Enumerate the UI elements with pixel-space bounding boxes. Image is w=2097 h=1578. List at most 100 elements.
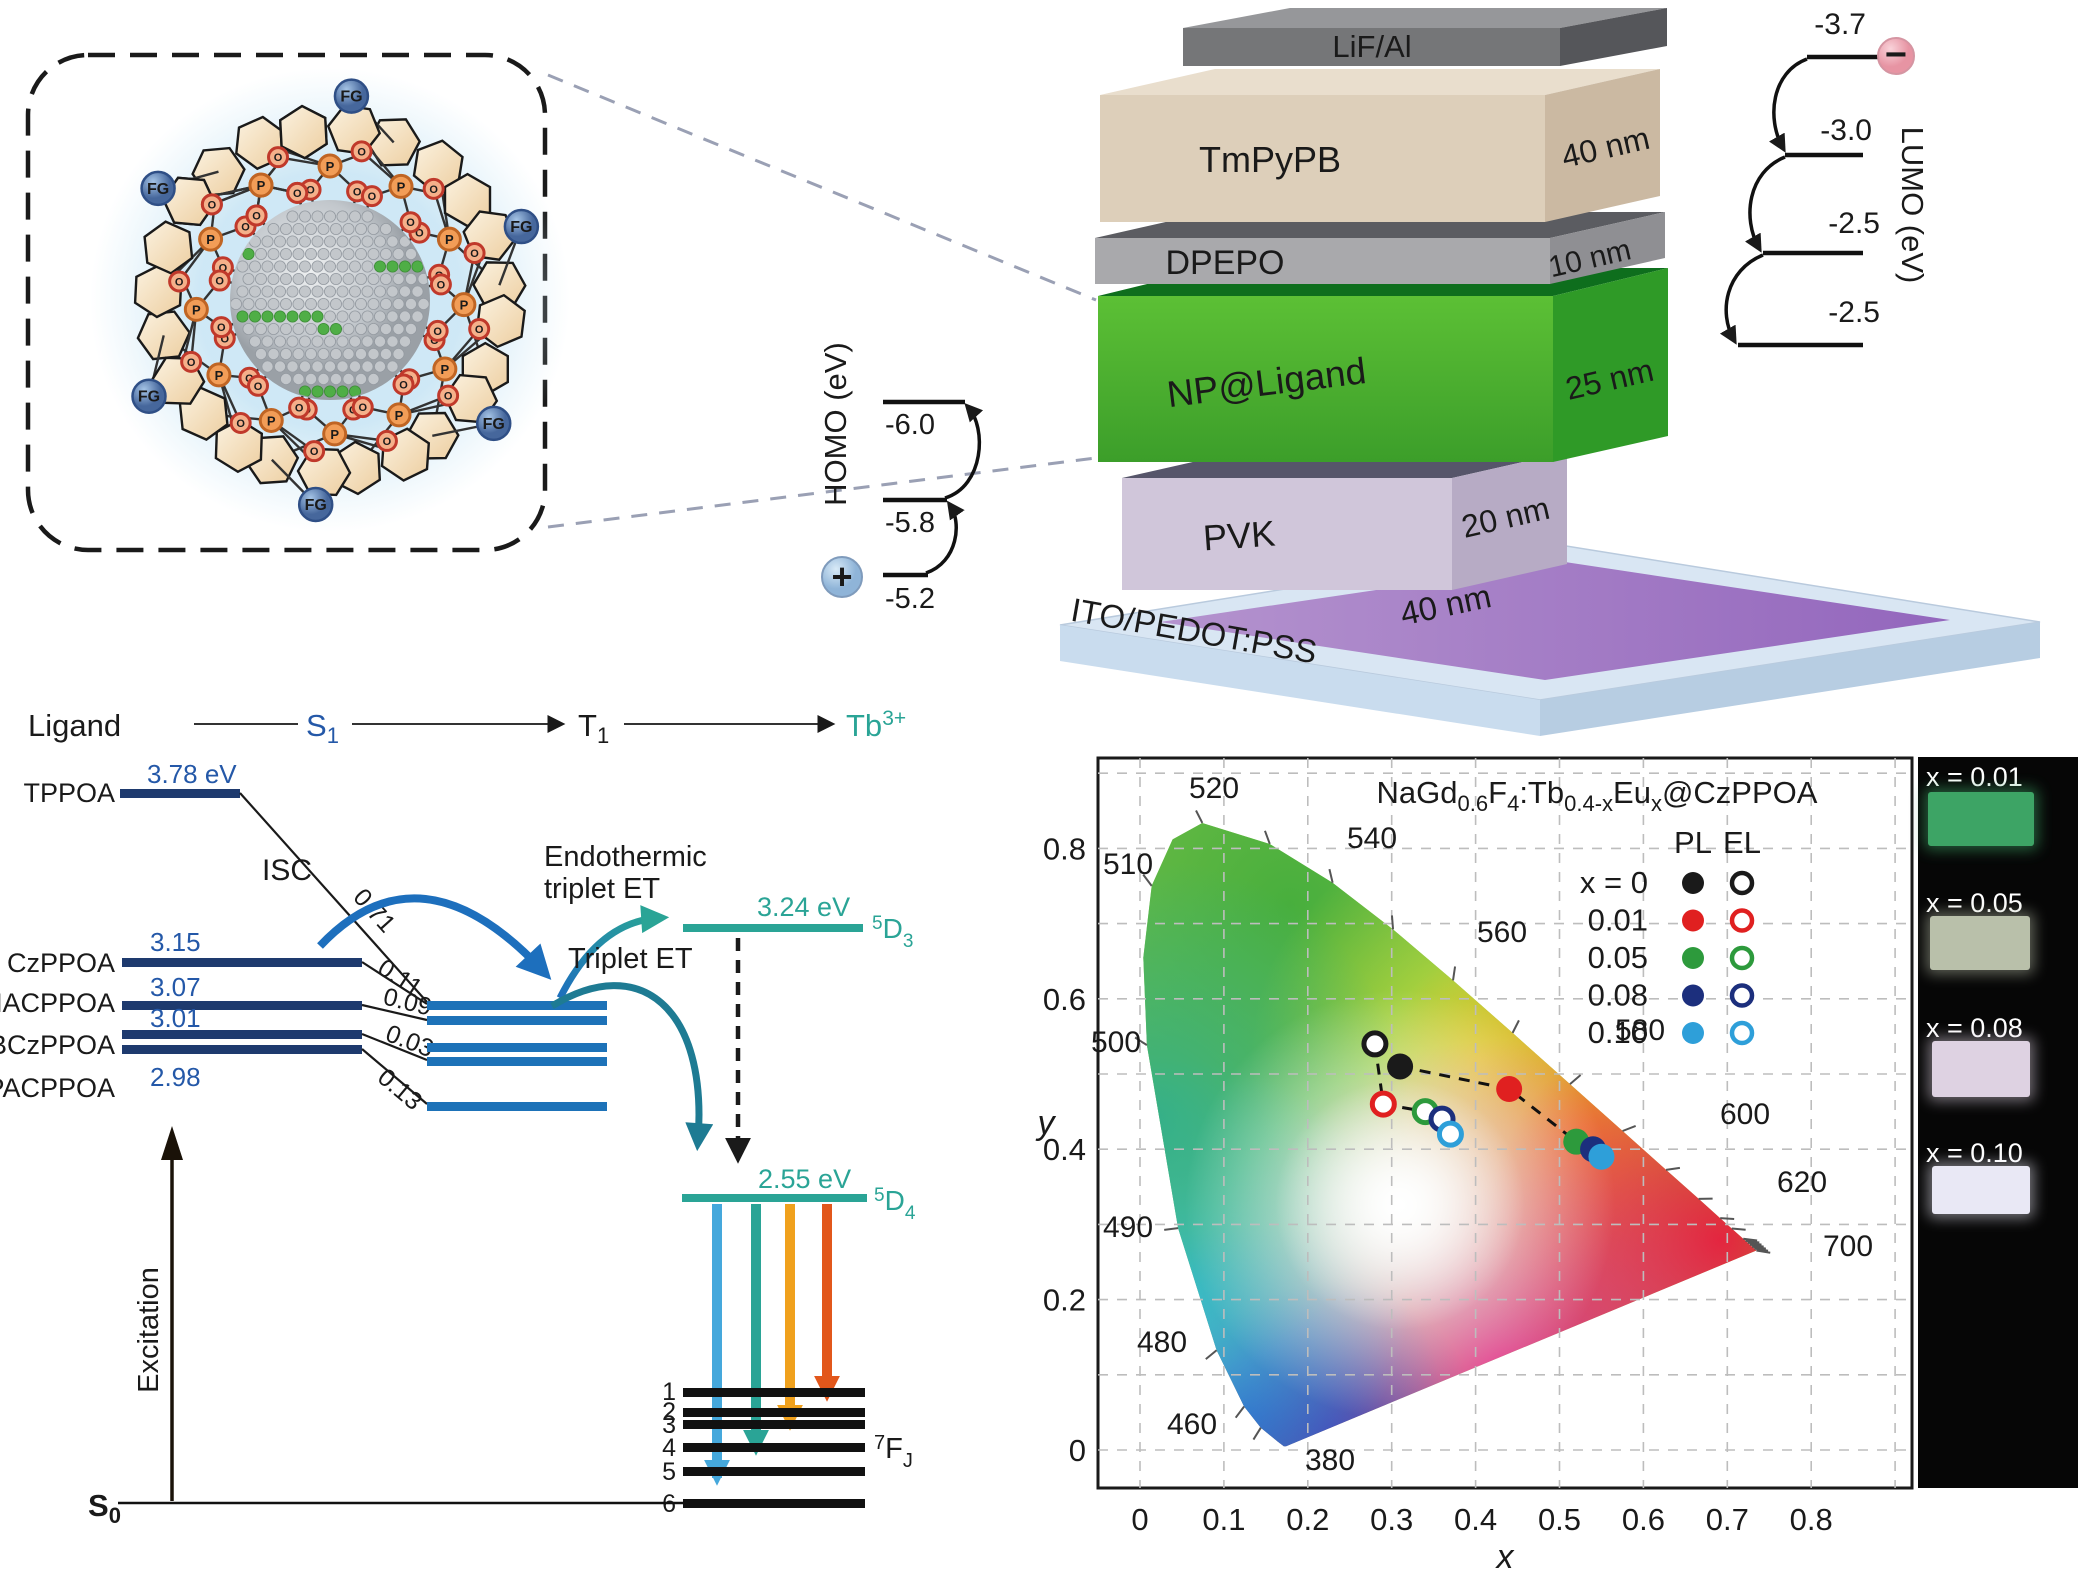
d4-energy: 2.55 eV [758, 1164, 851, 1194]
lattice-atom [231, 297, 242, 310]
f-level-index: 3 [662, 1411, 676, 1439]
oxygen-atom-label: O [399, 380, 408, 392]
photos-background [1918, 757, 2078, 1488]
legend-el-swatch [1729, 983, 1755, 1008]
lattice-atom [317, 297, 330, 310]
lattice-atom [348, 235, 361, 248]
oxygen-atom-label: O [415, 228, 424, 240]
layer-lif-al: LiF/Al [1183, 8, 1667, 66]
lifal-top-face [1183, 8, 1667, 28]
lattice-atom [398, 310, 411, 323]
lattice-atom [292, 322, 305, 335]
oxygen-atom-label: O [475, 324, 484, 336]
lattice-atom [367, 272, 380, 285]
rate-line [361, 1032, 428, 1062]
t1-level-bar [427, 1001, 607, 1010]
oxygen-atom-label: O [295, 403, 304, 415]
phosphorus-atom-icon [432, 356, 458, 382]
lattice-atom [404, 297, 417, 310]
wavelength-label: 480 [1137, 1326, 1187, 1359]
legend-row-label: 0.10 [1588, 1015, 1648, 1050]
lattice-atom [317, 247, 330, 260]
lattice-atom [242, 272, 255, 285]
oxygen-atom-icon [208, 269, 231, 292]
lattice-atom [361, 310, 374, 323]
spectral-tick [1164, 1227, 1179, 1231]
lattice-atom [279, 322, 292, 335]
fg-badge-icon [297, 486, 334, 523]
lumo-levels: LUMO (eV) -3.7 -3.0 -2.5 -2.5 − [1719, 8, 1930, 348]
d4-level-bar [682, 1194, 867, 1202]
lattice-atom [286, 235, 299, 248]
layer-np-ligand: NP@Ligand 25 nm [1098, 268, 1668, 462]
lattice-atom [273, 360, 286, 373]
tmpypb-right-face [1545, 69, 1660, 222]
lattice-atom [342, 222, 355, 235]
lattice-atom [236, 285, 249, 298]
cie-color-region [1275, 1080, 1525, 1330]
phosphorus-atom-label: P [192, 302, 201, 317]
f-level-index: 5 [662, 1458, 676, 1486]
cie-data-points [1361, 1030, 1615, 1170]
s0-label: S0 [88, 1488, 121, 1528]
lattice-atom [329, 222, 342, 235]
lattice-atom [279, 272, 292, 285]
lattice-atom [286, 210, 299, 223]
lattice-atom [411, 310, 424, 323]
spectral-tick [1134, 1036, 1148, 1046]
panel-energy-diagram: Ligand S1 T1 Tb3+ TPPOA CzPPOA DMACPPOA … [0, 707, 916, 1528]
lattice-atom [354, 247, 367, 260]
dopant-atom [286, 310, 299, 323]
spectral-tick [1747, 1241, 1762, 1246]
oxygen-atom-icon [200, 193, 223, 216]
isc-label: ISC [262, 854, 312, 887]
hole-hop-arrow [944, 402, 984, 500]
dopant-atom [336, 385, 349, 398]
lattice-atom [286, 335, 299, 348]
spectral-tick [1569, 1074, 1582, 1085]
oxygen-atom-icon [288, 396, 311, 419]
lattice-atom [342, 297, 355, 310]
phosphorus-atom-label: P [445, 232, 454, 247]
dopant-atom [261, 310, 274, 323]
panel-cie: 380460480490500510520540560580600620700 … [1036, 756, 1914, 1576]
lumo-value: -3.0 [1820, 114, 1872, 147]
tmpypb-top-face [1100, 69, 1660, 95]
lattice-atom [348, 360, 361, 373]
lattice-atom [348, 260, 361, 273]
t1-levels [427, 1001, 607, 1111]
lattice-atom [286, 260, 299, 273]
lattice-atom [248, 260, 261, 273]
lattice-atom [304, 322, 317, 335]
x-tick-label: 0.8 [1790, 1502, 1833, 1537]
lattice-atom [317, 272, 330, 285]
oxygen-atom-label: O [293, 188, 302, 200]
y-tick-label: 0 [1069, 1433, 1086, 1468]
spectral-tick [1452, 966, 1457, 981]
electron-carrier-icon [1877, 37, 1915, 75]
np-right-face [1553, 268, 1668, 462]
oxygen-atom-label: O [357, 146, 366, 158]
oxygen-atom-icon [429, 273, 452, 296]
lattice-atom [323, 235, 336, 248]
ligand-name: TPPOA [23, 778, 115, 808]
lattice-atom [367, 372, 380, 385]
device-photo [1932, 1041, 2030, 1097]
phosphorus-atom-label: P [460, 298, 469, 313]
lattice-atom [336, 285, 349, 298]
lattice-atom [379, 322, 392, 335]
wavelength-label: 700 [1823, 1230, 1873, 1263]
oxygen-atom-icon [180, 350, 203, 373]
legend-pl-swatch [1682, 947, 1704, 969]
layer-label-tmpypb: TmPyPB [1199, 139, 1341, 180]
lattice-atom [267, 272, 280, 285]
panel-device-stack: ITO/PEDOT:PSS 40 nm PVK 20 nm NP@Ligand … [818, 8, 2041, 736]
lattice-atom [323, 210, 336, 223]
rate-value: 0.03 [382, 1019, 437, 1063]
lattice-atom [329, 247, 342, 260]
ligand-shell [133, 95, 527, 506]
lattice-atom [354, 347, 367, 360]
spectral-tick [1205, 1349, 1218, 1360]
oxygen-atom-label: O [383, 436, 392, 448]
